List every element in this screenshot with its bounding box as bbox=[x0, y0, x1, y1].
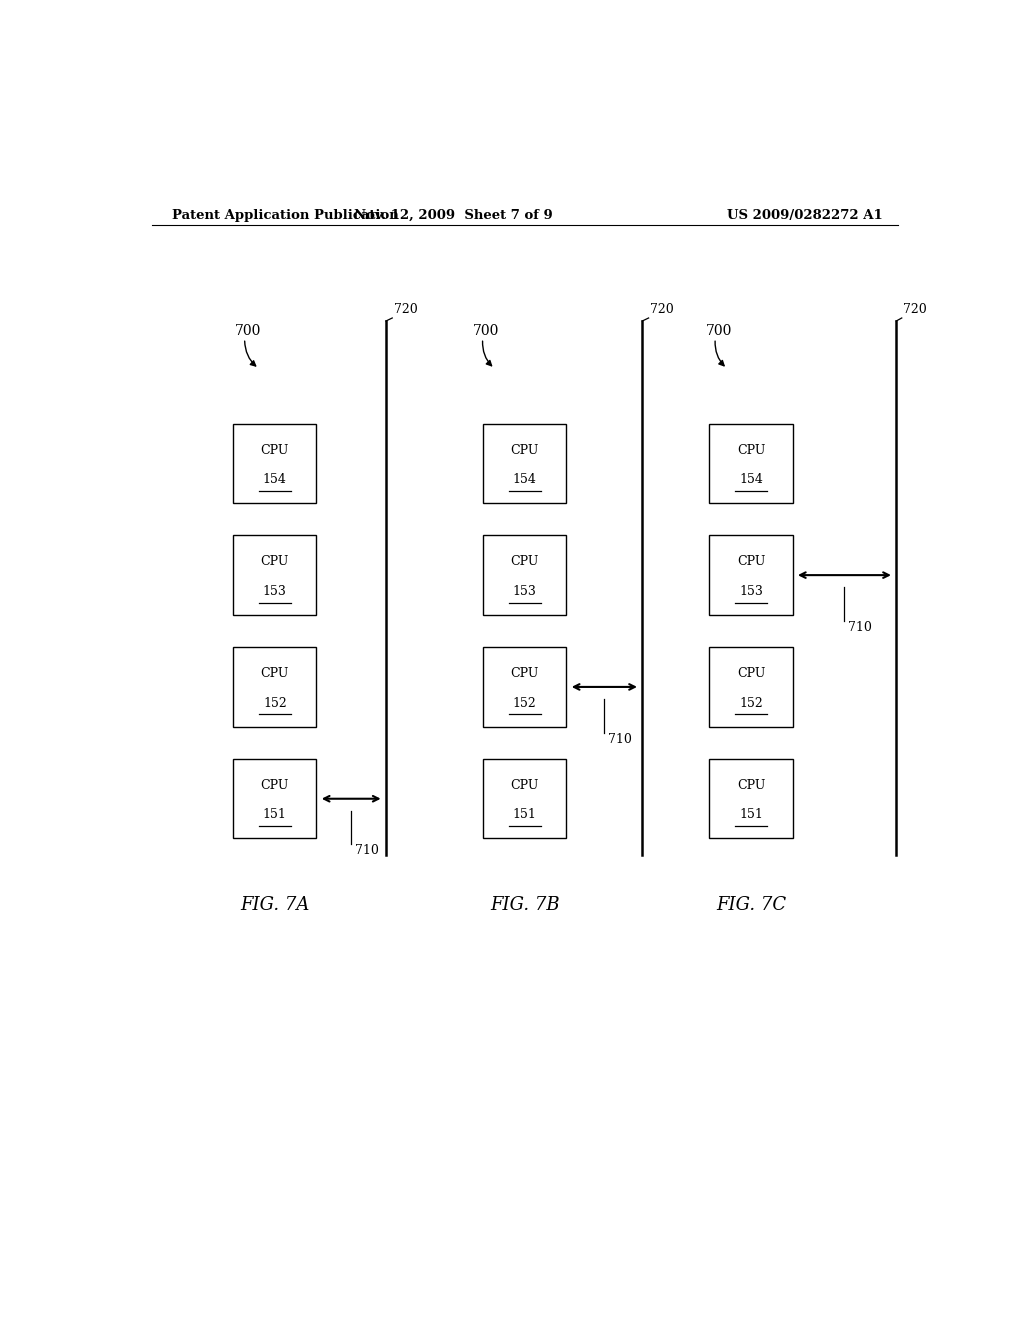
Text: CPU: CPU bbox=[261, 667, 289, 680]
Text: 720: 720 bbox=[903, 304, 927, 315]
Text: 151: 151 bbox=[513, 808, 537, 821]
Text: CPU: CPU bbox=[261, 444, 289, 457]
Text: CPU: CPU bbox=[737, 444, 765, 457]
Text: 710: 710 bbox=[849, 620, 872, 634]
Text: 152: 152 bbox=[739, 697, 763, 710]
Text: CPU: CPU bbox=[511, 444, 539, 457]
Text: 152: 152 bbox=[263, 697, 287, 710]
Text: 710: 710 bbox=[355, 845, 379, 858]
Bar bbox=[483, 647, 566, 726]
Bar bbox=[233, 647, 316, 726]
Text: CPU: CPU bbox=[737, 556, 765, 569]
Text: 720: 720 bbox=[394, 304, 418, 315]
Bar bbox=[710, 424, 793, 503]
Text: CPU: CPU bbox=[511, 779, 539, 792]
Text: CPU: CPU bbox=[737, 779, 765, 792]
Text: 154: 154 bbox=[739, 473, 763, 486]
Bar bbox=[233, 424, 316, 503]
Text: US 2009/0282272 A1: US 2009/0282272 A1 bbox=[727, 209, 883, 222]
Text: 720: 720 bbox=[650, 304, 674, 315]
Text: 154: 154 bbox=[263, 473, 287, 486]
Bar bbox=[710, 759, 793, 838]
Text: 154: 154 bbox=[513, 473, 537, 486]
Text: CPU: CPU bbox=[261, 779, 289, 792]
Text: CPU: CPU bbox=[261, 556, 289, 569]
Bar bbox=[483, 536, 566, 615]
Text: CPU: CPU bbox=[511, 556, 539, 569]
Bar bbox=[710, 647, 793, 726]
Text: FIG. 7B: FIG. 7B bbox=[490, 896, 559, 915]
Text: 151: 151 bbox=[739, 808, 763, 821]
Bar bbox=[483, 759, 566, 838]
Text: CPU: CPU bbox=[511, 667, 539, 680]
Bar bbox=[483, 424, 566, 503]
Text: 700: 700 bbox=[706, 325, 732, 338]
Text: Patent Application Publication: Patent Application Publication bbox=[172, 209, 398, 222]
Text: 700: 700 bbox=[473, 325, 500, 338]
Text: FIG. 7C: FIG. 7C bbox=[716, 896, 786, 915]
Text: 710: 710 bbox=[608, 733, 632, 746]
Bar bbox=[233, 536, 316, 615]
Bar bbox=[233, 759, 316, 838]
Text: 151: 151 bbox=[263, 808, 287, 821]
Text: 700: 700 bbox=[236, 325, 261, 338]
Text: FIG. 7A: FIG. 7A bbox=[241, 896, 309, 915]
Text: CPU: CPU bbox=[737, 667, 765, 680]
Text: 153: 153 bbox=[263, 585, 287, 598]
Text: 152: 152 bbox=[513, 697, 537, 710]
Bar bbox=[710, 536, 793, 615]
Text: 153: 153 bbox=[739, 585, 763, 598]
Text: Nov. 12, 2009  Sheet 7 of 9: Nov. 12, 2009 Sheet 7 of 9 bbox=[354, 209, 553, 222]
Text: 153: 153 bbox=[513, 585, 537, 598]
